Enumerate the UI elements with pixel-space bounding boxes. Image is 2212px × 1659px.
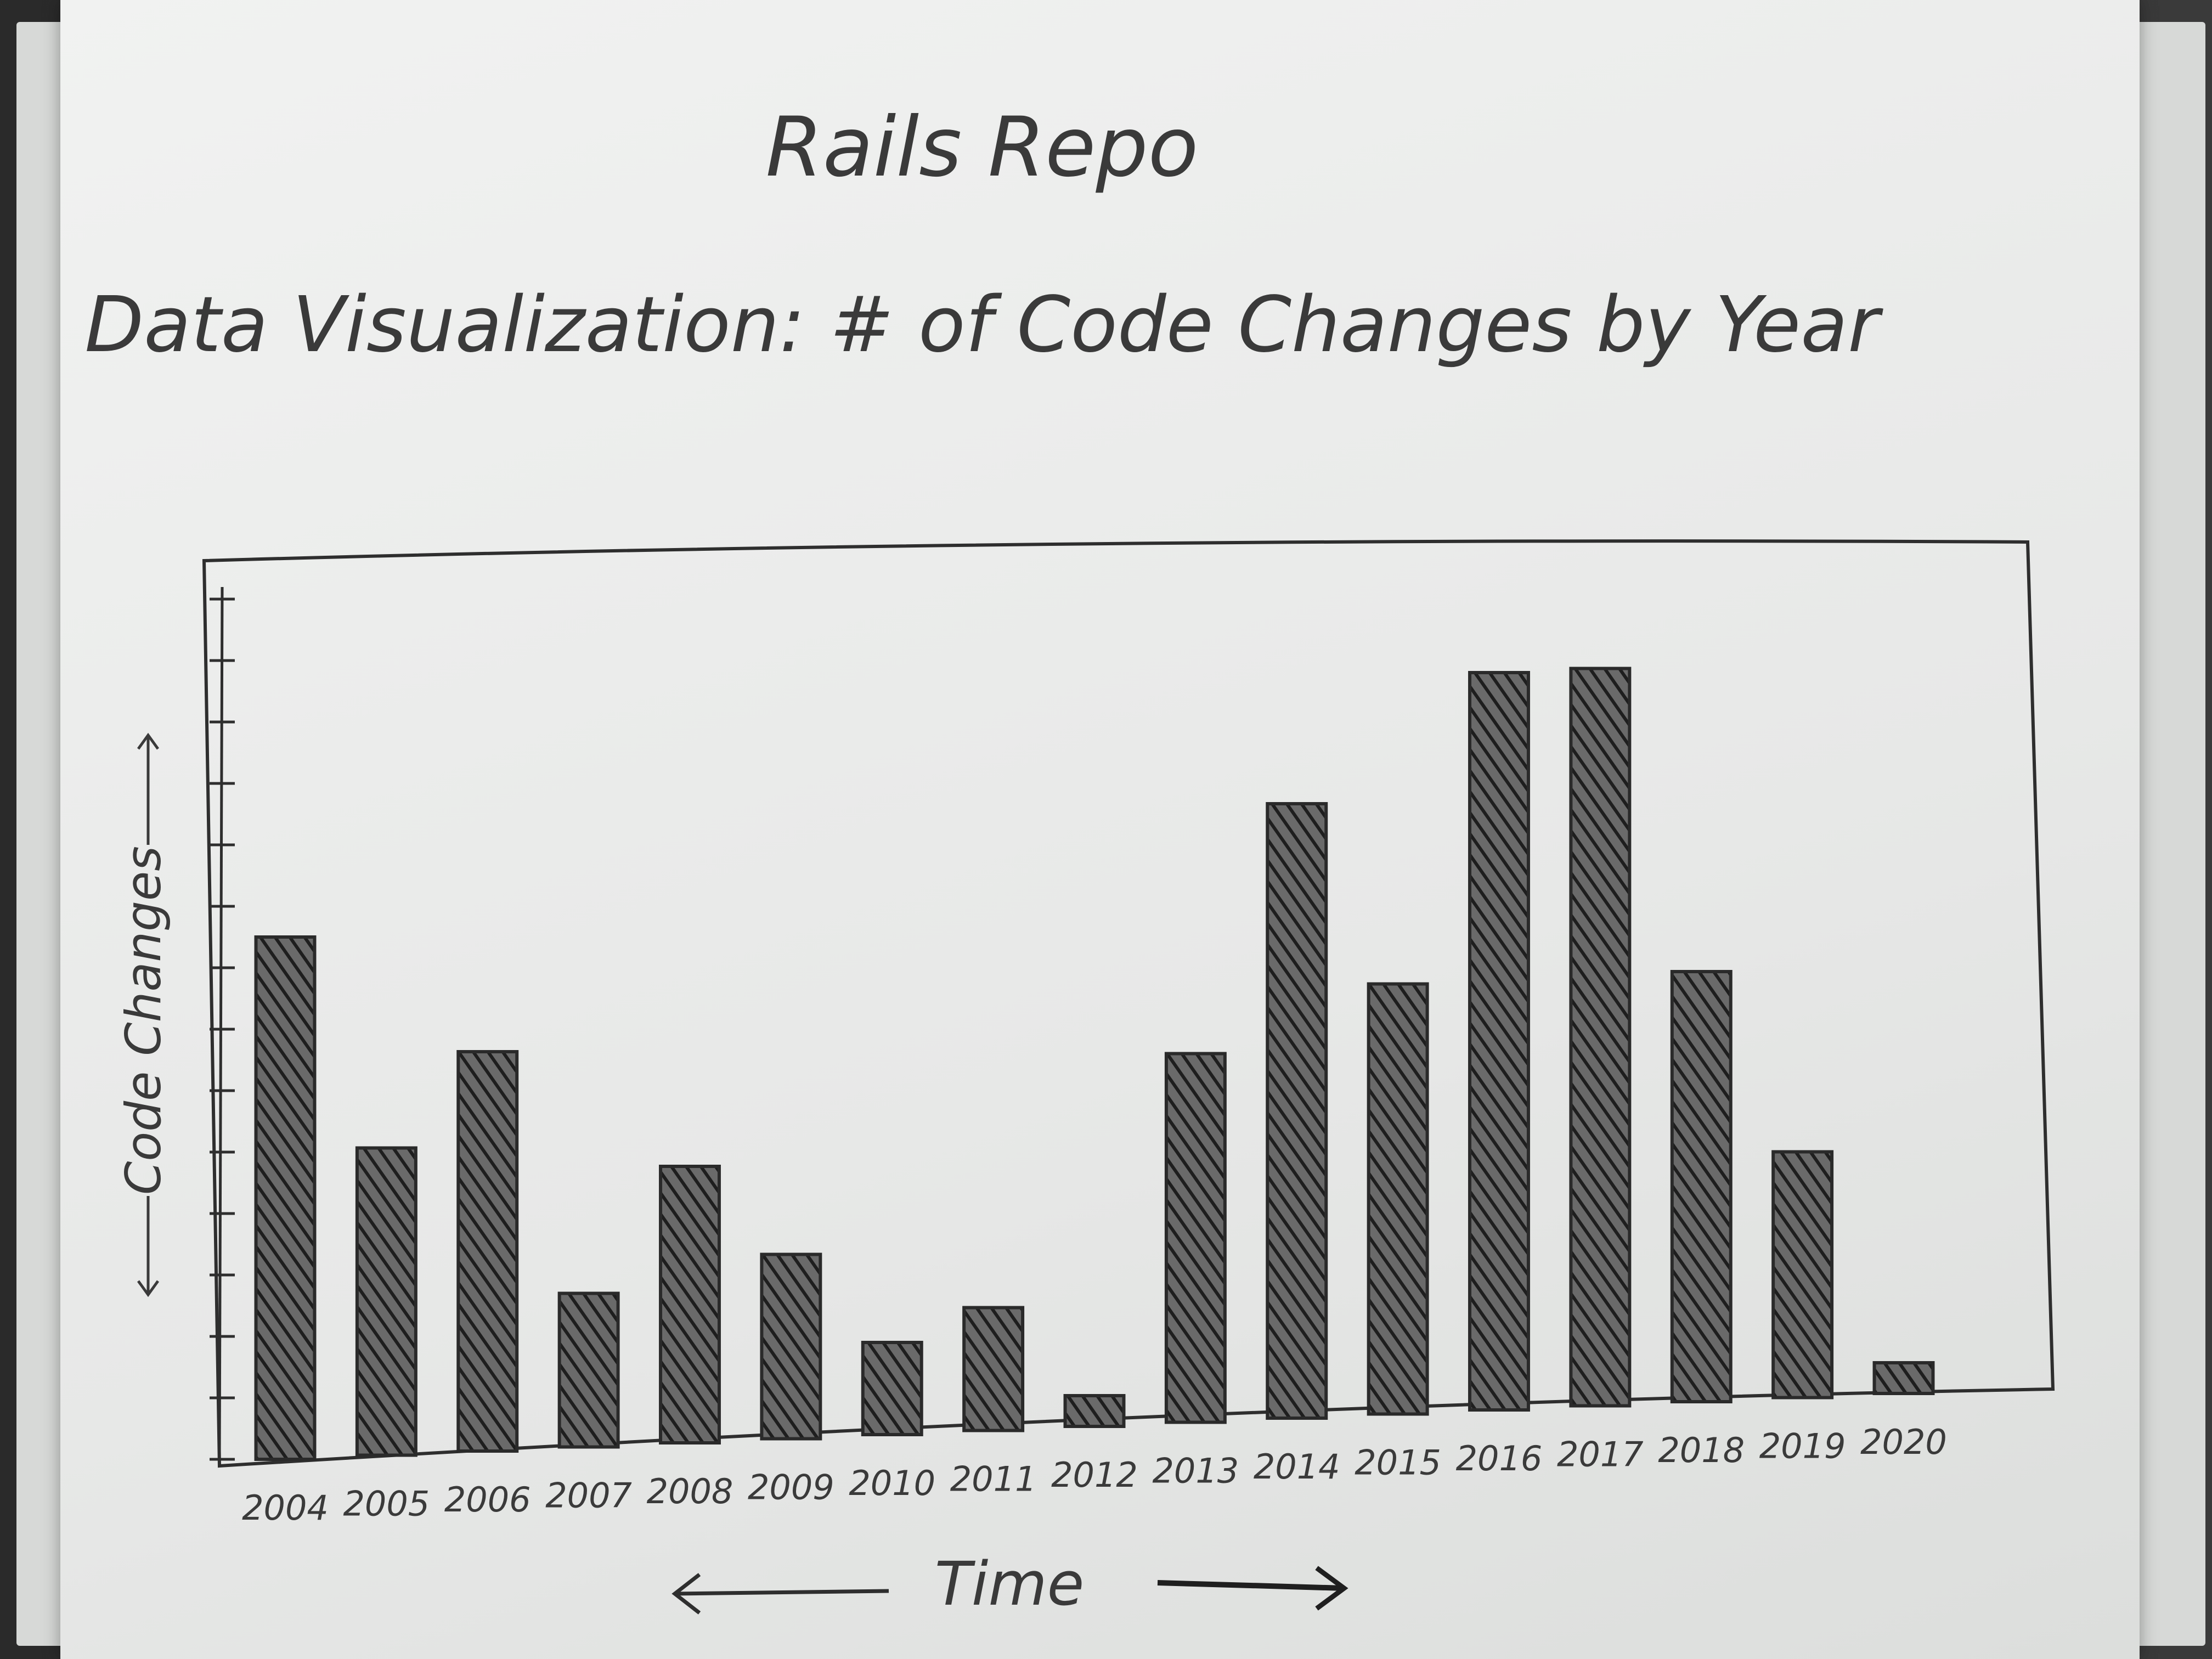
bar-2004 bbox=[254, 935, 317, 1461]
x-tick-label: 2006 bbox=[444, 1480, 531, 1520]
bar-2019 bbox=[1771, 1150, 1834, 1400]
bar-2011 bbox=[962, 1306, 1025, 1432]
plot-frame bbox=[202, 539, 2055, 1468]
x-tick-label: 2019 bbox=[1759, 1426, 1846, 1466]
bar-2006 bbox=[456, 1050, 519, 1453]
x-tick-label: 2007 bbox=[545, 1476, 632, 1516]
y-arrow-left-head bbox=[137, 1280, 160, 1297]
x-tick-label: 2016 bbox=[1456, 1438, 1543, 1479]
x-tick-labels: 2004 2005 2006 2007 2008 2009 2010 2011 2012 2013… bbox=[242, 1422, 1947, 1528]
bar-2018 bbox=[1670, 970, 1733, 1403]
y-axis-ticks bbox=[210, 586, 235, 1461]
x-arrow-right-head bbox=[1315, 1566, 1348, 1611]
x-tick-label: 2018 bbox=[1658, 1430, 1745, 1470]
bar-2010 bbox=[861, 1341, 923, 1436]
x-axis-label: Time bbox=[935, 1549, 1085, 1619]
x-tick-label: 2008 bbox=[647, 1471, 733, 1511]
x-axis-label-group: Time bbox=[672, 1549, 1348, 1619]
bar-2013 bbox=[1164, 1052, 1227, 1424]
x-tick-label: 2015 bbox=[1355, 1443, 1441, 1483]
y-axis-label: Code Changes bbox=[115, 846, 172, 1195]
bar-2012 bbox=[1063, 1394, 1126, 1428]
bar-2020 bbox=[1872, 1361, 1935, 1395]
bar-2015 bbox=[1367, 982, 1429, 1416]
y-arrow-right-head bbox=[137, 732, 160, 750]
chart-subtitle: Data Visualization: # of Code Changes by… bbox=[84, 280, 1883, 370]
bar-2005 bbox=[355, 1146, 417, 1457]
x-tick-label: 2013 bbox=[1152, 1451, 1239, 1491]
chart-title: Rails Repo bbox=[766, 100, 1199, 195]
x-tick-label: 2010 bbox=[849, 1463, 935, 1503]
y-axis-label-group: Code Changes bbox=[115, 732, 172, 1297]
bar-2014 bbox=[1266, 802, 1328, 1420]
x-tick-label: 2004 bbox=[242, 1488, 329, 1528]
y-axis-line bbox=[218, 586, 224, 1460]
x-tick-label: 2009 bbox=[748, 1468, 834, 1508]
bar-2009 bbox=[760, 1252, 822, 1441]
x-tick-label: 2017 bbox=[1557, 1435, 1644, 1475]
bar-2016 bbox=[1468, 671, 1530, 1412]
x-tick-label: 2012 bbox=[1051, 1455, 1138, 1495]
bar-2017 bbox=[1569, 667, 1632, 1408]
x-tick-label: 2005 bbox=[343, 1484, 430, 1524]
x-arrow-left-head bbox=[672, 1573, 701, 1615]
bar-2007 bbox=[557, 1291, 620, 1449]
bars-group bbox=[254, 667, 1935, 1461]
x-tick-label: 2020 bbox=[1860, 1422, 1947, 1462]
x-arrow-left bbox=[674, 1589, 889, 1596]
x-tick-label: 2014 bbox=[1254, 1447, 1340, 1487]
bar-2008 bbox=[659, 1165, 721, 1444]
x-tick-label: 2011 bbox=[950, 1459, 1037, 1499]
x-arrow-right bbox=[1157, 1580, 1345, 1591]
